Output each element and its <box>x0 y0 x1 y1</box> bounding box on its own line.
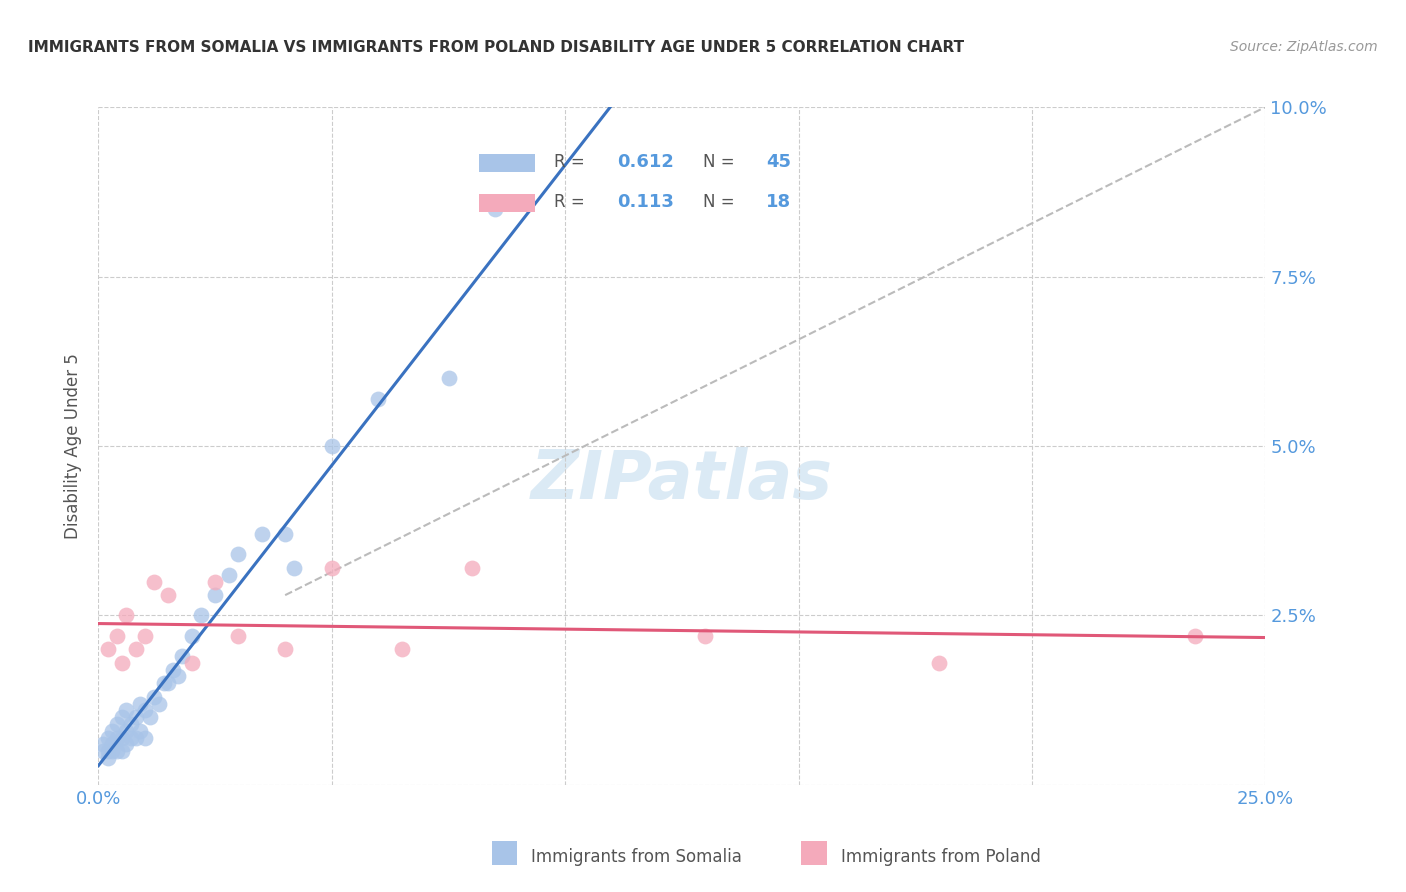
Point <box>125 710 148 724</box>
Point <box>228 548 250 562</box>
Point <box>228 629 250 643</box>
Point <box>111 710 134 724</box>
Point <box>97 751 120 765</box>
Point <box>101 723 124 738</box>
Point <box>91 744 114 758</box>
Point <box>125 642 148 657</box>
Point <box>172 649 194 664</box>
Point <box>157 676 180 690</box>
Point <box>134 731 156 745</box>
Point <box>115 723 138 738</box>
Text: Immigrants from Poland: Immigrants from Poland <box>841 848 1040 866</box>
Point <box>461 561 484 575</box>
Point <box>97 744 120 758</box>
Point <box>283 561 305 575</box>
Point <box>274 527 297 541</box>
Point <box>190 608 212 623</box>
Point <box>321 439 343 453</box>
Point <box>115 737 138 751</box>
Point <box>111 731 134 745</box>
Point <box>129 697 152 711</box>
Point <box>105 744 128 758</box>
Point <box>180 656 202 670</box>
Text: Immigrants from Somalia: Immigrants from Somalia <box>531 848 742 866</box>
Point <box>367 392 389 406</box>
Point <box>204 588 226 602</box>
Point <box>143 690 166 704</box>
Text: IMMIGRANTS FROM SOMALIA VS IMMIGRANTS FROM POLAND DISABILITY AGE UNDER 5 CORRELA: IMMIGRANTS FROM SOMALIA VS IMMIGRANTS FR… <box>28 40 965 55</box>
Point <box>101 737 124 751</box>
Point <box>91 737 114 751</box>
Point <box>162 663 184 677</box>
Point <box>120 717 142 731</box>
Point <box>321 561 343 575</box>
Point <box>101 744 124 758</box>
Point <box>157 588 180 602</box>
Point <box>134 703 156 717</box>
Point <box>139 710 162 724</box>
Point <box>166 669 188 683</box>
Point <box>129 723 152 738</box>
Point <box>111 744 134 758</box>
Point <box>1184 629 1206 643</box>
Point <box>218 567 240 582</box>
Point <box>148 697 170 711</box>
Point <box>115 608 138 623</box>
Point <box>484 202 506 216</box>
Text: ZIPatlas: ZIPatlas <box>531 447 832 513</box>
Y-axis label: Disability Age Under 5: Disability Age Under 5 <box>65 353 83 539</box>
Point <box>180 629 202 643</box>
Point <box>115 703 138 717</box>
Point <box>152 676 174 690</box>
Point <box>120 731 142 745</box>
Point <box>250 527 273 541</box>
Point <box>105 731 128 745</box>
Point <box>105 717 128 731</box>
Point <box>97 731 120 745</box>
Point <box>97 642 120 657</box>
Point <box>274 642 297 657</box>
Point <box>134 629 156 643</box>
Point <box>143 574 166 589</box>
Text: Source: ZipAtlas.com: Source: ZipAtlas.com <box>1230 40 1378 54</box>
Point <box>204 574 226 589</box>
Point <box>437 371 460 385</box>
Point <box>125 731 148 745</box>
Point <box>928 656 950 670</box>
Point <box>111 656 134 670</box>
Point <box>695 629 717 643</box>
Point <box>105 629 128 643</box>
Point <box>391 642 413 657</box>
